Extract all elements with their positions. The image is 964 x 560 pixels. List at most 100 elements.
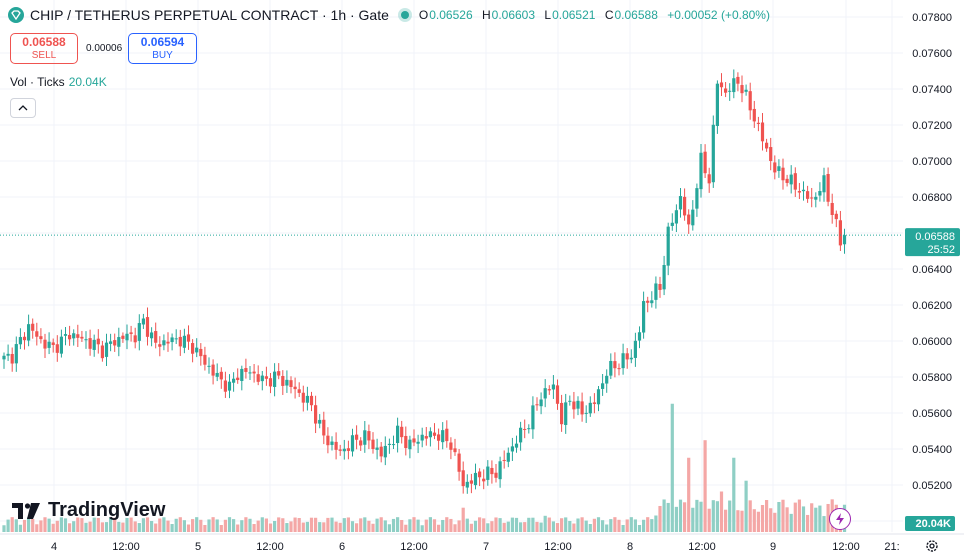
volume-bar — [568, 520, 572, 532]
time-tick-label: 12:00 — [256, 541, 284, 553]
candle-body — [637, 332, 642, 341]
volume-bar — [236, 524, 240, 532]
price-tick-label: 0.07800 — [912, 12, 952, 24]
candle-body — [39, 336, 43, 340]
volume-bar — [457, 520, 461, 532]
candle-body — [773, 162, 777, 173]
volume-bar — [666, 502, 670, 532]
candle-body — [129, 332, 133, 334]
volume-bar — [765, 500, 769, 532]
candle-body — [744, 89, 748, 92]
candle-body — [211, 364, 215, 376]
volume-bar — [150, 520, 154, 532]
candle-body — [711, 124, 715, 183]
volume-bar — [658, 505, 662, 532]
candle-body — [379, 446, 383, 457]
candle-body — [691, 209, 695, 226]
time-tick-label: 4 — [51, 541, 57, 553]
volume-bar — [588, 524, 592, 532]
lightning-button[interactable] — [829, 508, 851, 530]
volume-bar — [203, 524, 207, 532]
volume-bar — [182, 520, 186, 532]
candle-body — [268, 378, 273, 387]
buy-button[interactable]: 0.06594 BUY — [128, 33, 197, 64]
volume-bar — [572, 523, 576, 532]
candle-body — [387, 443, 391, 445]
volume-bar — [367, 520, 371, 532]
volume-bar — [346, 517, 350, 532]
volume-legend[interactable]: Vol · Ticks 20.04K — [10, 75, 107, 89]
candle-body — [658, 283, 662, 290]
volume-bar — [80, 518, 84, 532]
volume-bar — [326, 517, 330, 532]
time-axis: 4 12:00 5 12:00 6 12:00 7 12:00 8 12:00 9 12:00 21: — [0, 533, 964, 553]
tradingview-logo[interactable]: TradingView — [12, 499, 165, 522]
candle-body — [219, 371, 223, 380]
candle-body — [215, 372, 219, 377]
volume-bar — [207, 519, 211, 532]
volume-bar — [141, 518, 145, 532]
volume-bar — [535, 521, 539, 532]
close-label: C — [604, 8, 614, 22]
volume-bar — [166, 520, 170, 532]
candle-body — [838, 220, 842, 246]
volume-bar — [400, 519, 404, 532]
volume-bar — [133, 521, 137, 532]
candle-body — [490, 467, 494, 475]
volume-bar — [55, 520, 59, 532]
candle-body — [732, 78, 736, 93]
symbol-title[interactable]: CHIP / TETHERUS PERPETUAL CONTRACT · 1h … — [30, 7, 389, 23]
volume-bar — [777, 501, 781, 532]
candle-body — [35, 331, 39, 337]
candle-body — [760, 122, 765, 142]
candle-body — [670, 222, 674, 226]
candle-body — [830, 202, 834, 215]
volume-bar — [309, 517, 314, 532]
low-value: 0.06521 — [552, 8, 596, 22]
candle-body — [145, 317, 150, 337]
candle-body — [293, 386, 297, 390]
candle-body — [27, 324, 31, 341]
candle-body — [55, 344, 59, 353]
close-value: 0.06588 — [614, 8, 658, 22]
time-tick-label: 12:00 — [832, 541, 860, 553]
candle-body — [683, 196, 687, 216]
candle-body — [687, 214, 691, 225]
volume-bar — [240, 520, 244, 532]
candle-body — [125, 333, 129, 341]
volume-bars — [2, 403, 847, 532]
buy-label: BUY — [152, 49, 173, 61]
candle-body — [84, 339, 88, 341]
volume-bar — [256, 520, 260, 532]
time-tick-label: 9 — [770, 541, 776, 553]
volume-bar — [724, 509, 728, 532]
candle-body — [584, 412, 588, 414]
volume-bar — [219, 525, 223, 532]
candle-body — [195, 347, 199, 353]
candle-body — [560, 402, 564, 425]
volume-bar — [51, 523, 55, 532]
sell-button[interactable]: 0.06588 SELL — [10, 33, 78, 64]
candle-body — [695, 188, 699, 209]
gear-icon[interactable] — [924, 538, 940, 554]
candle-body — [441, 430, 445, 443]
time-tick-label: 12:00 — [688, 541, 716, 553]
volume-bar — [39, 520, 43, 532]
candle-body — [629, 357, 633, 360]
volume-bar — [363, 517, 367, 532]
volume-bar — [277, 517, 281, 532]
volume-bar — [260, 517, 264, 532]
candle-body — [432, 432, 437, 436]
candle-body — [92, 339, 96, 350]
candle-body — [617, 368, 621, 370]
collapse-legend-button[interactable] — [10, 98, 36, 118]
volume-bar — [732, 457, 736, 532]
chart-header: CHIP / TETHERUS PERPETUAL CONTRACT · 1h … — [8, 7, 776, 23]
candle-body — [510, 446, 514, 452]
volume-bar — [273, 520, 277, 532]
volume-bar — [121, 522, 125, 532]
candle-body — [445, 428, 449, 442]
volume-bar — [408, 519, 412, 532]
time-tick-label: 5 — [195, 541, 201, 553]
